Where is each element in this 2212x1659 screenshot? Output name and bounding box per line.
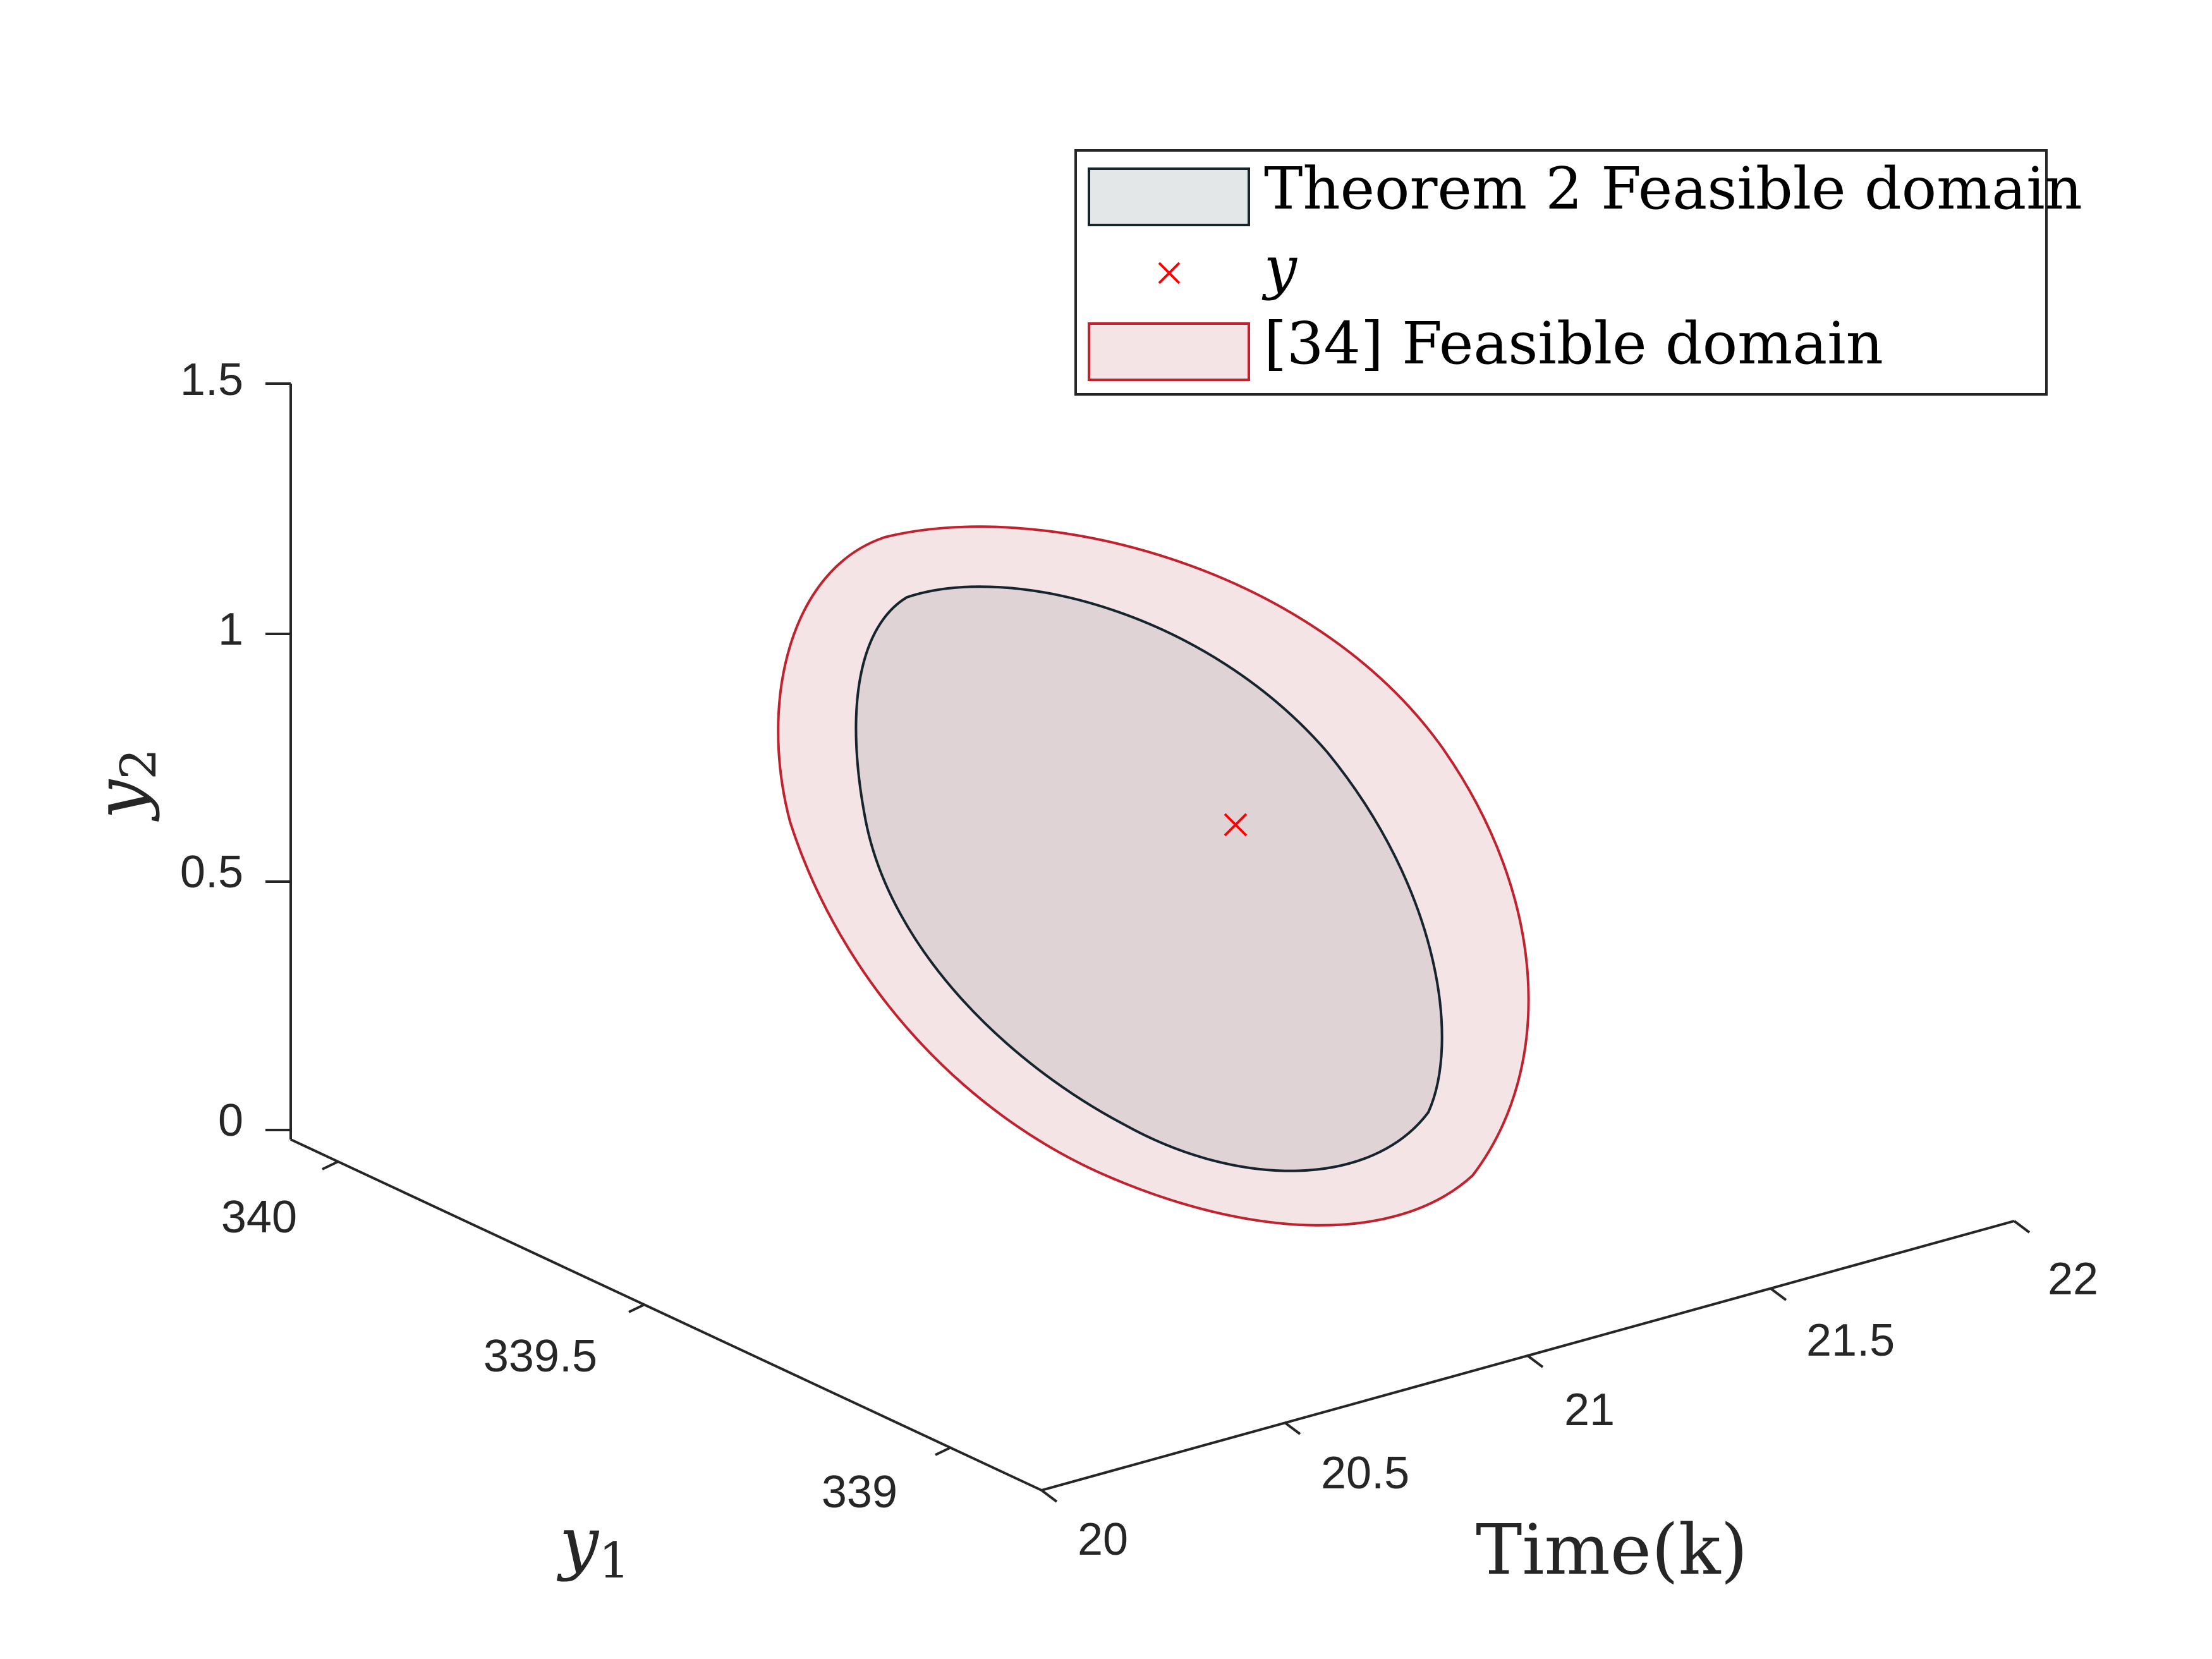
y1-axis-label: y1	[556, 1502, 630, 1589]
time-tick-label: 20	[1078, 1514, 1128, 1565]
y2-tick-label: 1.5	[180, 355, 243, 405]
legend-y-marker	[1158, 262, 1181, 284]
y1-ticks	[322, 1160, 952, 1456]
y2-tick-label: 0.5	[180, 847, 243, 897]
time-ticks	[1040, 1220, 2031, 1503]
time-tick-label: 21	[1564, 1385, 1615, 1435]
legend-theorem2-label: Theorem 2 Feasible domain	[1264, 155, 2082, 222]
time-tick-label: 22	[2048, 1254, 2098, 1304]
time-axis-label: Time(k)	[1476, 1509, 1747, 1590]
time-tick-label: 20.5	[1321, 1448, 1409, 1498]
y1-tick-mark	[628, 1303, 645, 1313]
y2-axis-label: y2	[80, 748, 167, 822]
theorem2-feasible-domain	[854, 585, 1443, 1172]
legend-theorem2-swatch	[1088, 167, 1250, 226]
time-tick-mark	[1526, 1354, 1544, 1368]
y2-ticks	[265, 382, 291, 1131]
y1-tick-label: 339	[822, 1467, 897, 1517]
time-tick-mark	[2013, 1220, 2031, 1234]
y1-tick-mark	[935, 1446, 952, 1456]
y1-tick-mark	[322, 1160, 339, 1170]
y2-tick-label: 0	[218, 1095, 243, 1146]
y2-tick-label: 1	[218, 604, 243, 655]
y1-axis-line	[290, 1138, 1042, 1492]
legend: Theorem 2 Feasible domain y [34] Feasibl…	[1074, 149, 2082, 396]
y-marker	[1224, 813, 1248, 837]
y1-tick-label: 340	[221, 1192, 297, 1243]
time-tick-mark	[1770, 1287, 1787, 1301]
time-tick-mark	[1284, 1421, 1301, 1435]
legend-ref34-label: [34] Feasible domain	[1264, 310, 1883, 377]
legend-ref34-swatch	[1088, 322, 1250, 381]
legend-y-label: y	[1261, 234, 1297, 301]
time-tick-mark	[1040, 1489, 1058, 1503]
time-tick-label: 21.5	[1806, 1315, 1895, 1366]
y1-tick-label: 339.5	[483, 1331, 597, 1382]
